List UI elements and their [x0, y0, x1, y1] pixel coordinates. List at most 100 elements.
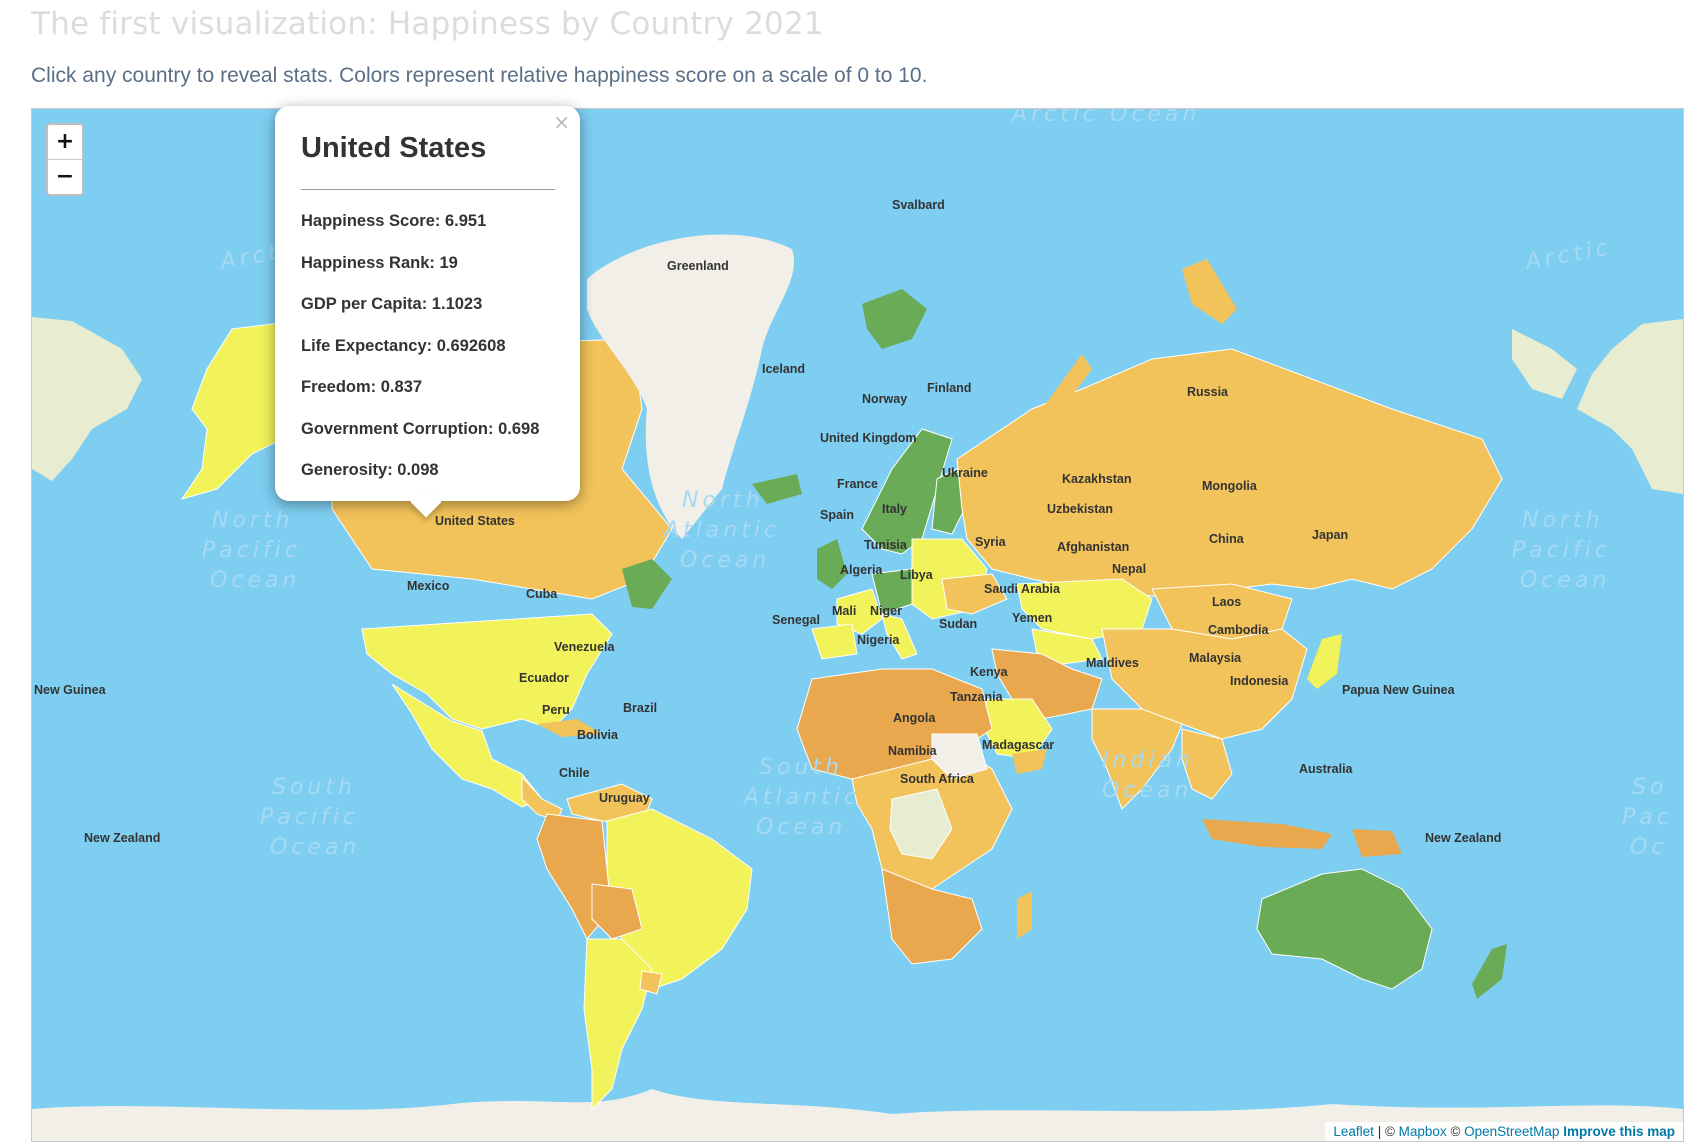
label-afghanistan: Afghanistan [1057, 540, 1129, 554]
label-libya: Libya [900, 568, 934, 582]
country-southeast-asia[interactable] [1181, 728, 1233, 800]
label-nepal: Nepal [1112, 562, 1146, 576]
ocean-label-arctic-top: Arctic Ocean [1010, 109, 1200, 127]
country-uruguay[interactable] [639, 970, 663, 995]
attribution-separator: | © [1373, 1124, 1399, 1139]
popup-stat-government-corruption: Government Corruption: 0.698 [301, 420, 540, 438]
label-chile: Chile [559, 766, 590, 780]
country-svalbard[interactable] [862, 289, 927, 349]
ocean-label-north-pacific-right-1: North [1522, 508, 1604, 533]
label-indonesia: Indonesia [1230, 674, 1289, 688]
label-new-zealand-left: New Zealand [84, 831, 160, 845]
country-chile-argentina[interactable] [583, 938, 653, 1111]
ocean-label-north-atlantic-1: North [682, 488, 764, 513]
label-uzbekistan: Uzbekistan [1047, 502, 1113, 516]
ocean-label-north-pacific-left-2: Pacific [202, 538, 301, 563]
popup-stat-happiness-rank: Happiness Rank: 19 [301, 254, 458, 272]
label-china: China [1209, 532, 1245, 546]
country-russia-east[interactable] [1182, 259, 1237, 324]
label-malaysia: Malaysia [1189, 651, 1242, 665]
ocean-label-south-pacific-2: Pacific [260, 805, 359, 830]
antarctica [32, 1089, 1683, 1141]
popup-stat-life-expectancy: Life Expectancy: 0.692608 [301, 337, 506, 355]
country-spain[interactable] [811, 623, 858, 660]
page-subtitle: Click any country to reveal stats. Color… [31, 64, 928, 87]
country-madagascar[interactable] [1017, 891, 1032, 939]
label-australia: Australia [1299, 762, 1354, 776]
country-africa-south[interactable] [881, 868, 983, 965]
label-laos: Laos [1212, 595, 1241, 609]
improve-map-link[interactable]: Improve this map [1563, 1124, 1675, 1139]
country-alaska-right[interactable] [1577, 319, 1683, 494]
label-russia: Russia [1187, 385, 1229, 399]
label-bolivia: Bolivia [577, 728, 619, 742]
label-spain: Spain [820, 508, 854, 522]
country-canada-east[interactable] [622, 559, 672, 609]
popup-country-name: United States [301, 132, 487, 164]
country-papua-new-guinea[interactable] [1352, 829, 1402, 857]
ocean-label-south-atlantic-3: Ocean [756, 815, 846, 840]
country-india[interactable] [1091, 708, 1183, 810]
label-angola: Angola [893, 711, 936, 725]
country-china[interactable] [1101, 628, 1308, 740]
country-united-states[interactable] [361, 613, 613, 730]
label-italy: Italy [882, 502, 907, 516]
popup-stat-freedom: Freedom: 0.837 [301, 378, 423, 396]
country-uzbekistan[interactable] [1031, 628, 1103, 665]
country-finland[interactable] [931, 468, 968, 535]
country-japan[interactable] [1307, 634, 1342, 689]
ocean-label-south-pacific-1: South [272, 775, 356, 800]
country-sudan[interactable] [931, 733, 988, 780]
label-svalbard: Svalbard [892, 198, 945, 212]
country-yemen[interactable] [1012, 749, 1047, 774]
label-cambodia: Cambodia [1208, 623, 1269, 637]
country-france[interactable] [836, 588, 883, 635]
country-bolivia[interactable] [591, 883, 643, 940]
ocean-label-north-atlantic-2: Atlantic [662, 518, 780, 543]
label-saudi-arabia: Saudi Arabia [984, 582, 1061, 596]
label-papua-new-guinea: Papua New Guinea [1342, 683, 1456, 697]
label-uruguay: Uruguay [599, 791, 650, 805]
country-australia[interactable] [1256, 868, 1433, 990]
leaflet-link[interactable]: Leaflet [1333, 1124, 1374, 1139]
label-syria: Syria [975, 535, 1007, 549]
label-venezuela: Venezuela [554, 640, 615, 654]
country-congo-region[interactable] [889, 788, 953, 860]
country-iceland[interactable] [752, 474, 802, 504]
label-brazil: Brazil [623, 701, 657, 715]
label-algeria: Algeria [840, 563, 883, 577]
ocean-label-south-pacific-3: Ocean [270, 835, 360, 860]
osm-link[interactable]: OpenStreetMap [1464, 1124, 1560, 1139]
country-new-zealand[interactable] [1472, 944, 1507, 999]
label-finland: Finland [927, 381, 971, 395]
label-tanzania: Tanzania [950, 690, 1004, 704]
mapbox-link[interactable]: Mapbox [1398, 1124, 1447, 1139]
arctic-islands [632, 339, 672, 409]
zoom-out-button[interactable]: − [48, 159, 82, 194]
label-peru: Peru [542, 703, 570, 717]
popup-close-button[interactable]: × [553, 110, 570, 134]
ocean-label-south-pacific-right-2: Pac [1622, 805, 1673, 830]
country-ukraine[interactable] [941, 573, 1008, 615]
ocean-label-south-pacific-right-1: So [1632, 775, 1667, 800]
label-maldives: Maldives [1086, 656, 1139, 670]
country-uk[interactable] [817, 539, 847, 589]
label-united-states: United States [435, 514, 515, 528]
country-italy[interactable] [881, 613, 918, 660]
label-madagascar: Madagascar [982, 738, 1054, 752]
country-indonesia[interactable] [1202, 819, 1332, 849]
label-norway: Norway [862, 392, 907, 406]
country-cuba[interactable] [537, 719, 602, 737]
label-greenland: Greenland [667, 259, 729, 273]
country-greenland[interactable] [587, 234, 795, 540]
zoom-in-button[interactable]: + [55, 129, 75, 154]
label-mali: Mali [832, 604, 856, 618]
ocean-label-indian-1: Indian [1102, 748, 1194, 773]
country-chukotka-left[interactable] [32, 317, 142, 481]
label-iceland: Iceland [762, 362, 805, 376]
label-senegal: Senegal [772, 613, 820, 627]
country-russia-north-island[interactable] [1042, 354, 1092, 409]
country-russia[interactable] [956, 348, 1503, 600]
label-namibia: Namibia [888, 744, 938, 758]
country-chukotka-right[interactable] [1512, 329, 1577, 399]
